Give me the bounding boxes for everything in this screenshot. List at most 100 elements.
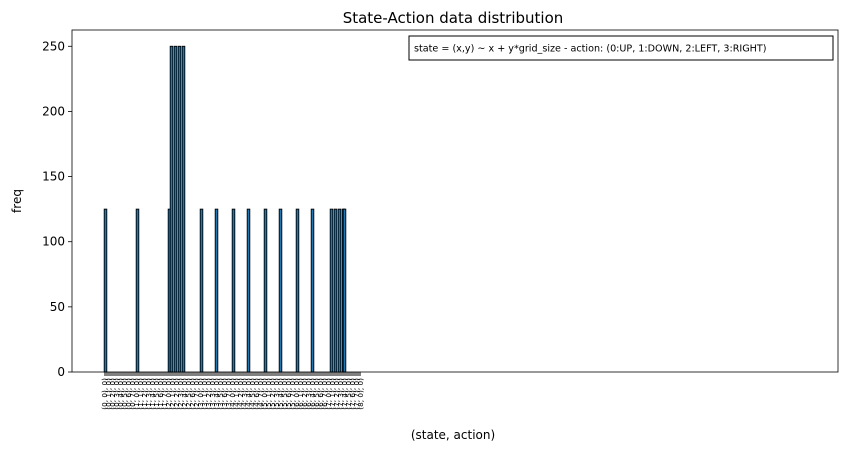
- x-tick-label: (7, 6), 0): [348, 378, 357, 410]
- x-tick-label: (5, 2), 0): [268, 378, 277, 410]
- bar: [263, 208, 268, 373]
- bar: [329, 208, 334, 373]
- x-tick-label: (5, 5), 0): [280, 378, 289, 410]
- x-tick-label: (6, 3), 0): [304, 378, 313, 410]
- y-tick-label: 0: [57, 365, 65, 379]
- x-tick-label: (6, 1), 0): [296, 378, 305, 410]
- x-tick-label: (7, 5), 0): [344, 378, 353, 410]
- bar: [337, 208, 342, 373]
- x-tick-label: (4, 0), 0): [228, 378, 237, 410]
- x-tick-label: (1, 7), 0): [160, 378, 169, 410]
- x-tick-label: (1, 0), 0): [132, 378, 141, 410]
- x-tick-label: (4, 5), 0): [248, 378, 257, 410]
- bars-group: [103, 45, 347, 373]
- x-tick-label: (5, 6), 0): [284, 378, 293, 410]
- x-tick-label: (6, 5), 0): [312, 378, 321, 410]
- x-tick-label: (5, 1), 0): [264, 378, 273, 410]
- x-tick-label: (7, 2), 0): [332, 378, 341, 410]
- legend-frame: [408, 35, 834, 61]
- x-tick-label: (7, 0), 0): [324, 378, 333, 410]
- y-tick-label: 250: [42, 39, 65, 53]
- x-tick-label: (0, 3), 0): [112, 378, 121, 410]
- x-tick-label: (0, 6), 0): [124, 378, 133, 410]
- legend-box: state = (x,y) ~ x + y*grid_size - action…: [408, 35, 834, 61]
- bar: [173, 45, 178, 373]
- bar: [181, 45, 186, 373]
- x-tick-label: (6, 4), 0): [308, 378, 317, 410]
- bar: [295, 208, 300, 373]
- x-tick-label: (2, 3), 0): [176, 378, 185, 410]
- x-tick-label: (2, 6), 0): [188, 378, 197, 410]
- bar: [214, 208, 219, 373]
- x-tick-label: (4, 1), 0): [232, 378, 241, 410]
- bar: [177, 45, 182, 373]
- x-tick-label: (4, 7), 0): [256, 378, 265, 410]
- x-tick-label: (0, 7), 0): [128, 378, 137, 410]
- x-axis-label: (state, action): [411, 428, 495, 442]
- x-tick-label: (3, 2), 0): [204, 378, 213, 410]
- x-tick-label: (3, 1), 0): [200, 378, 209, 410]
- x-tick-label: (1, 2), 0): [140, 378, 149, 410]
- x-tick-label: (2, 7), 0): [192, 378, 201, 410]
- x-tick-label: (2, 4), 0): [180, 378, 189, 410]
- x-tick-label: (6, 6), 0): [316, 378, 325, 410]
- x-tick-label: (4, 2), 0): [236, 378, 245, 410]
- x-tick-label: (3, 4), 0): [212, 378, 221, 410]
- x-tick-label: (1, 3), 0): [144, 378, 153, 410]
- x-tick-label: (7, 1), 0): [328, 378, 337, 410]
- chart-title: State-Action data distribution: [343, 9, 564, 27]
- x-tick-label: (2, 0), 0): [164, 378, 173, 410]
- x-tick-label: (7, 4), 0): [340, 378, 349, 410]
- x-tick-label: (1, 4), 0): [148, 378, 157, 410]
- x-tick-label: (3, 6), 0): [220, 378, 229, 410]
- x-tick-label: (5, 3), 0): [272, 378, 281, 410]
- y-tick-label: 100: [42, 235, 65, 249]
- bar: [103, 208, 108, 373]
- y-tick-label: 200: [42, 104, 65, 118]
- bar: [135, 208, 140, 373]
- y-tick-label: 150: [42, 170, 65, 184]
- x-tick-label: (3, 0), 0): [196, 378, 205, 410]
- bar: [342, 208, 347, 373]
- x-tick-label: (5, 0), 0): [260, 378, 269, 410]
- x-tick-label: (8, 0), 0): [356, 378, 365, 410]
- bar: [333, 208, 338, 373]
- x-tick-label: (0, 4), 0): [116, 378, 125, 410]
- x-tick-label: (4, 6), 0): [252, 378, 261, 410]
- x-tick-label: (7, 3), 0): [336, 378, 345, 410]
- x-tick-label: (1, 6), 0): [156, 378, 165, 410]
- x-tick-label: (0, 2), 0): [108, 378, 117, 410]
- y-axis-label: freq: [10, 189, 24, 213]
- x-tick-label: (5, 4), 0): [276, 378, 285, 410]
- y-tick-label: 50: [50, 300, 65, 314]
- x-tick-label: (2, 5), 0): [184, 378, 193, 410]
- x-tick-label: (1, 1), 0): [136, 378, 145, 410]
- x-tick-label: (6, 0), 0): [292, 378, 301, 410]
- bar: [169, 45, 174, 373]
- y-ticks-group: 0 50 100 150 200 250: [42, 39, 72, 379]
- x-tick-label: (1, 5), 0): [152, 378, 161, 410]
- x-tick-label: (6, 2), 0): [300, 378, 309, 410]
- x-tick-label: (2, 1), 0): [168, 378, 177, 410]
- x-tick-label: (0, 5), 0): [120, 378, 129, 410]
- plot-frame: [71, 29, 839, 373]
- x-tick-label: (4, 4), 0): [244, 378, 253, 410]
- x-tick-label: (3, 5), 0): [216, 378, 225, 410]
- x-tick-label: (2, 2), 0): [172, 378, 181, 410]
- x-tick-label: (0, 0), 0): [100, 378, 109, 410]
- x-tick-label: (5, 7), 0): [288, 378, 297, 410]
- bar: [310, 208, 315, 373]
- x-tick-label: (3, 7), 0): [224, 378, 233, 410]
- x-tick-label: (7, 7), 0): [352, 378, 361, 410]
- x-ticks-group: (0, 0), 0)(0, 1), 0)(0, 2), 0)(0, 3), 0)…: [100, 372, 365, 410]
- x-tick-label: (6, 7), 0): [320, 378, 329, 410]
- legend-text: state = (x,y) ~ x + y*grid_size - action…: [414, 44, 766, 55]
- x-tick-label: (0, 1), 0): [104, 378, 113, 410]
- bar: [278, 208, 283, 373]
- bar: [231, 208, 236, 373]
- x-tick-label: (4, 3), 0): [240, 378, 249, 410]
- x-tick-label: (3, 3), 0): [208, 378, 217, 410]
- bar: [246, 208, 251, 373]
- bar: [199, 208, 204, 373]
